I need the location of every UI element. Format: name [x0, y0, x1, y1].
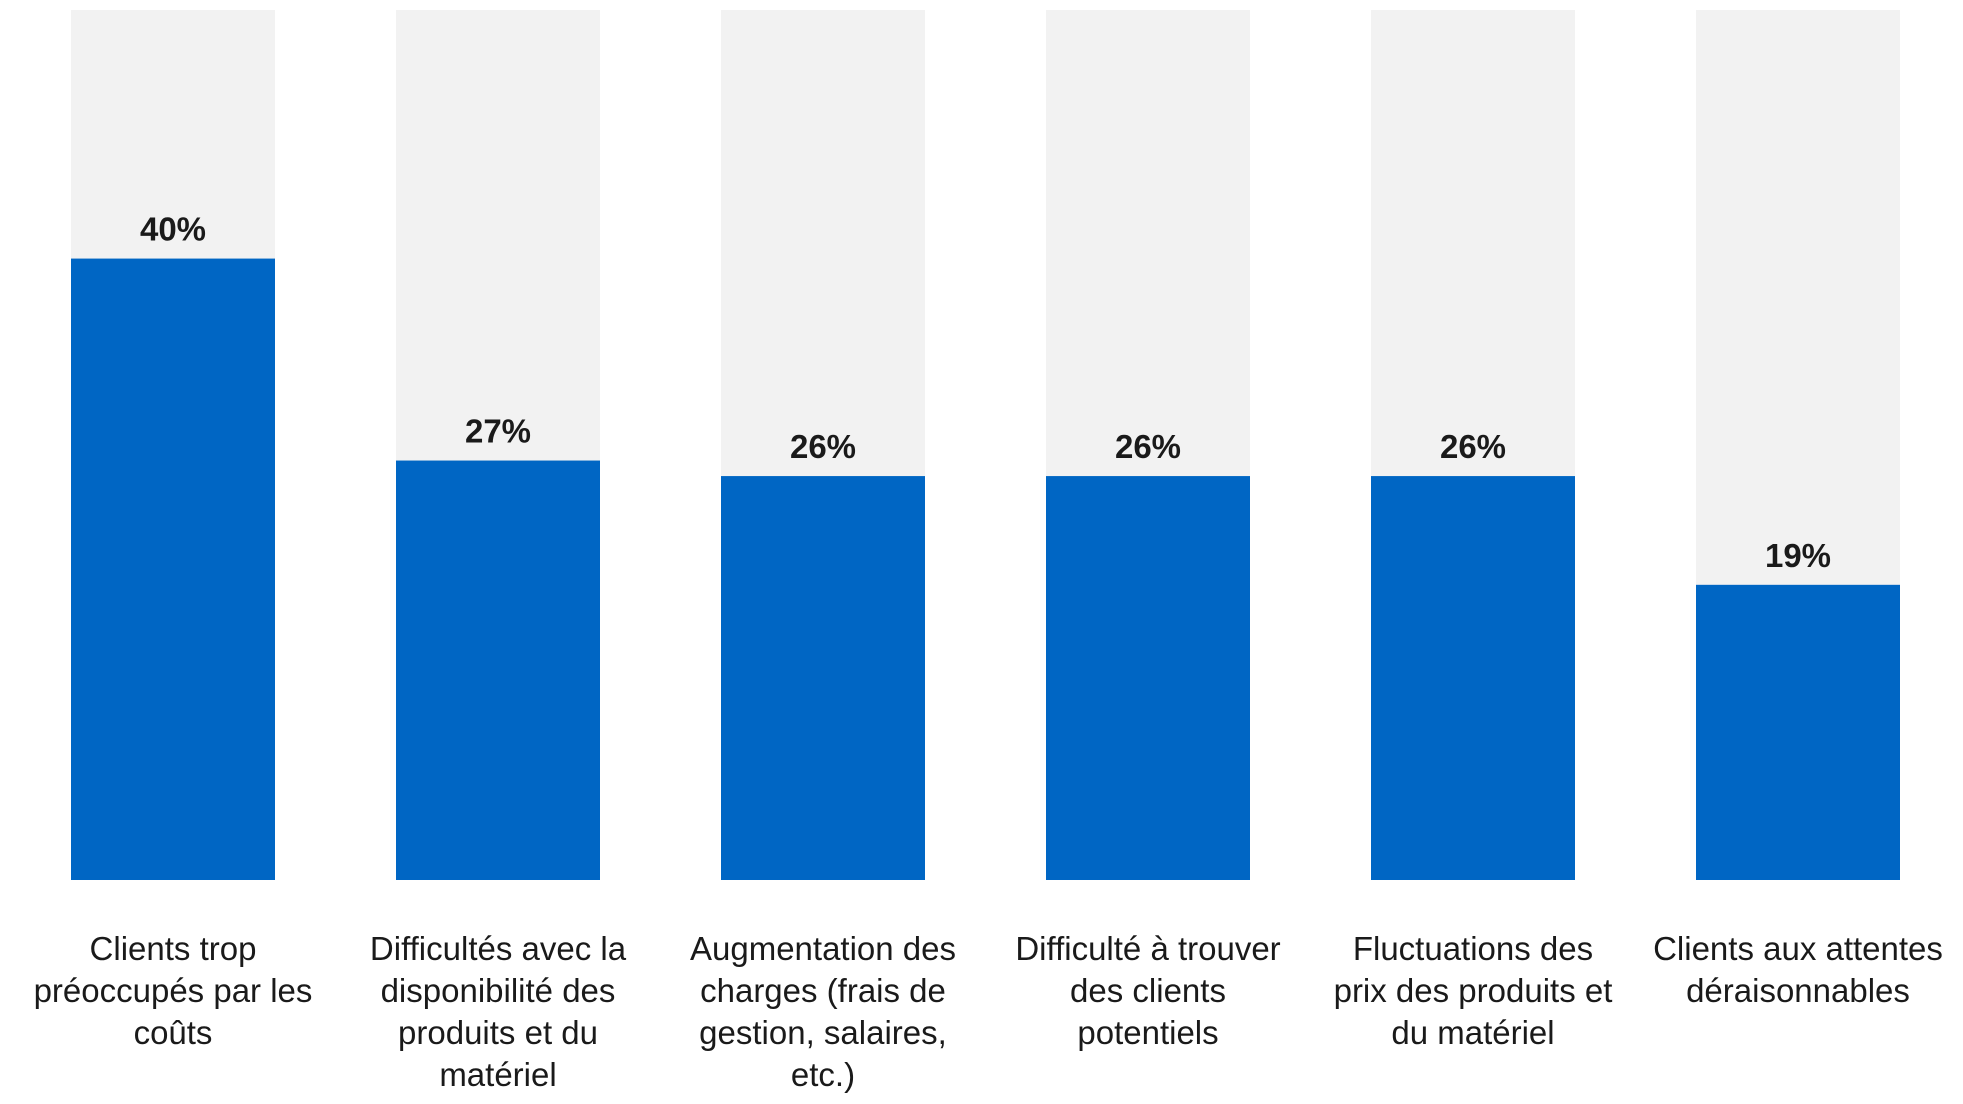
category-label-line: des clients — [1070, 972, 1226, 1009]
category-label: Clients aux attentes déraisonnables — [1653, 930, 1943, 1009]
bar-value-label: 26% — [1115, 428, 1181, 465]
bar — [1046, 476, 1250, 880]
value-labels-group: 40% 27% 26% 26% 26% 19% — [140, 211, 1831, 574]
category-label: Clients trop préoccupés par les coûts — [34, 930, 313, 1051]
category-label-line: préoccupés par les — [34, 972, 313, 1009]
category-label: Difficulté à trouver des clients potentiel… — [1015, 930, 1280, 1051]
bar-value-label: 19% — [1765, 537, 1831, 574]
bar-value-label: 27% — [465, 413, 531, 450]
category-labels-group: Clients trop préoccupés par les coûts Diffi… — [34, 930, 1943, 1093]
category-label-line: Clients trop — [90, 930, 257, 967]
category-label-line: Clients aux attentes — [1653, 930, 1943, 967]
category-label-line: matériel — [439, 1056, 556, 1093]
category-label-line: prix des produits et — [1334, 972, 1613, 1009]
category-label-line: disponibilité des — [381, 972, 616, 1009]
category-label-line: gestion, salaires, — [699, 1014, 947, 1051]
bar — [396, 460, 600, 880]
category-label-line: du matériel — [1391, 1014, 1554, 1051]
category-label: Fluctuations des prix des produits et du m… — [1334, 930, 1613, 1051]
category-label-line: Difficulté à trouver — [1015, 930, 1280, 967]
category-label-line: déraisonnables — [1686, 972, 1910, 1009]
bar — [1696, 584, 1900, 880]
category-label: Augmentation des charges (frais de gestion… — [690, 930, 956, 1093]
category-label-line: charges (frais de — [700, 972, 946, 1009]
category-label-line: etc.) — [791, 1056, 855, 1093]
bar — [1371, 476, 1575, 880]
bar-value-label: 40% — [140, 211, 206, 248]
bars-group — [71, 10, 1900, 881]
category-label-line: Difficultés avec la — [370, 930, 627, 967]
category-label: Difficultés avec la disponibilité des prod… — [370, 930, 627, 1093]
category-label-line: coûts — [134, 1014, 213, 1051]
bar-value-label: 26% — [790, 428, 856, 465]
category-label-line: Fluctuations des — [1353, 930, 1593, 967]
bar — [721, 476, 925, 880]
category-label-line: Augmentation des — [690, 930, 956, 967]
bar — [71, 258, 275, 881]
category-label-line: produits et du — [398, 1014, 598, 1051]
bar-value-label: 26% — [1440, 428, 1506, 465]
category-label-line: potentiels — [1077, 1014, 1218, 1051]
